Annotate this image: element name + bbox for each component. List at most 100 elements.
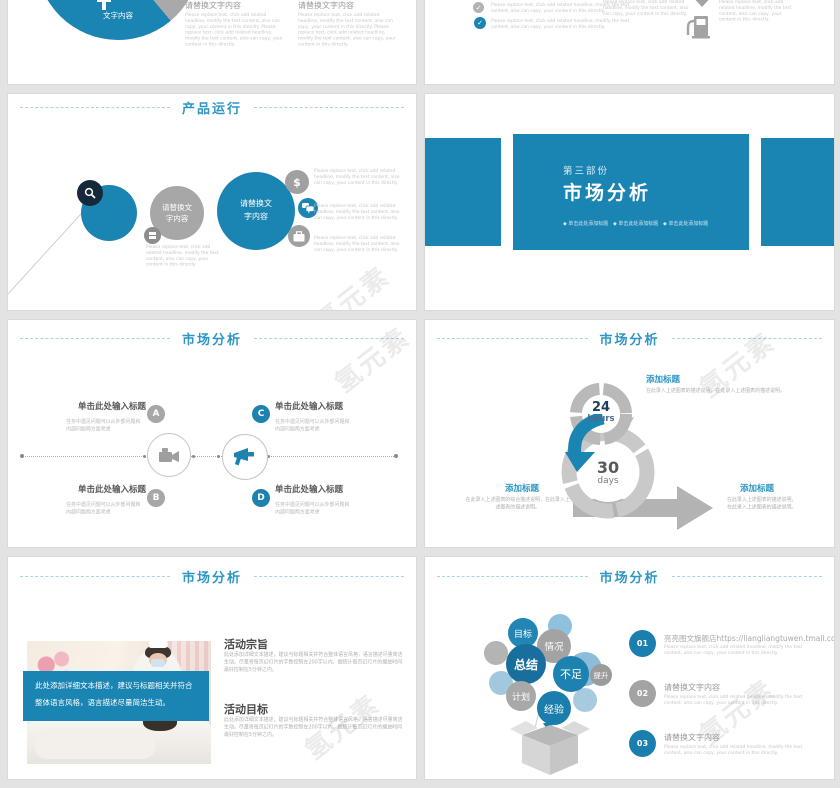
cabinet-icon	[149, 232, 156, 239]
placeholder-text: Please replace text, click add related h…	[298, 12, 396, 47]
slide-title: 市场分析	[599, 333, 660, 348]
slide-thumb-market-timeline[interactable]: 市场分析 氢元素 单击此处输入标题 A 任务中	[7, 319, 417, 548]
blue-circle-label: 请替换文字内容	[240, 199, 272, 221]
column-heading: 请替换文字内容	[298, 1, 354, 10]
open-box	[510, 721, 590, 775]
slide-thumb-section-divider[interactable]: 第三部份 市场分析 ◆ 单击此处添加标题 ◆ 单击此处添加标题 ◆ 单击此处添加…	[424, 93, 835, 311]
slide-title: 产品运行	[182, 102, 243, 117]
title-dash-right	[254, 338, 405, 339]
slide-title: 市场分析	[182, 333, 243, 348]
balloon-experience: 经验	[537, 691, 571, 725]
item-title: 单击此处输入标题	[78, 485, 147, 495]
title-dash-left	[437, 576, 588, 577]
title-dash-left	[20, 576, 170, 577]
timeline-line	[22, 456, 398, 457]
slide-thumb-row1-right[interactable]: ✓ Please replace text, click add related…	[424, 0, 835, 85]
item-body: 任务中遇见问题可以从外部问题和内部问题两方面考虑	[66, 501, 141, 515]
megaphone-icon	[234, 448, 254, 466]
slide-thumb-market-cycle[interactable]: 市场分析 氢元素 30 days 24 hours 添加标题 在此录入上述图表的…	[424, 319, 835, 548]
list-title: 请替换文字内容	[664, 683, 720, 692]
balloon-plain	[573, 688, 597, 712]
placeholder-text: Please replace text, click add related h…	[314, 168, 400, 185]
label-title: 添加标题	[740, 484, 775, 494]
placeholder-text: Please replace text, click add related h…	[664, 694, 803, 705]
slide-title-row: 产品运行	[20, 98, 405, 117]
section-body: 此处添加详细文本描述，建议与标题相关并符合整体语言风格，语言描述尽量简洁生动。尽…	[224, 716, 403, 738]
timeline-dot	[267, 455, 270, 458]
briefcase-badge	[288, 225, 310, 247]
check-icon: ✓	[474, 17, 486, 29]
timeline-dot	[20, 454, 24, 458]
balloon-label: 提升	[593, 670, 609, 680]
item-body: 任务中遇见问题可以从外部问题和内部问题两方面考虑	[275, 501, 350, 515]
column-heading: 请替换文字内容	[185, 1, 241, 10]
balloon-label: 目标	[513, 629, 532, 640]
dollar-badge: $	[285, 170, 309, 194]
banner-text: 此处添加详细文本描述，建议与标题相关并符合整体语言风格，语言描述尽量简洁生动。	[35, 681, 193, 707]
photo-banner: 此处添加详细文本描述，建议与标题相关并符合整体语言风格，语言描述尽量简洁生动。	[23, 671, 209, 721]
item-letter-badge: D	[252, 489, 270, 507]
label-body: 在此录入上述图表的描述说明，在此录入上述图表的描述说明。	[727, 496, 797, 510]
video-camera-icon	[159, 448, 179, 462]
item-letter: A	[152, 409, 160, 419]
slide-thumb-market-summary[interactable]: 市场分析 目标 情况 总结 不足 提升 计划 经验	[424, 556, 835, 780]
slide-thumb-market-activity[interactable]: 市场分析 此处添加详细文本描述，建议与标题相关并符合整体语言风格，语言描述尽量简…	[7, 556, 417, 780]
slide-title-row: 市场分析	[437, 567, 823, 586]
fuel-pump-icon	[686, 16, 710, 39]
blanket	[35, 729, 155, 759]
item-letter: B	[152, 493, 160, 503]
balloon-label: 情况	[544, 642, 564, 653]
gray-circle: 请替换文字内容	[150, 186, 204, 240]
placeholder-text: Please replace text, click add related h…	[664, 744, 803, 755]
section-bullets: ◆ 单击此处添加标题 ◆ 单击此处添加标题 ◆ 单击此处添加标题	[563, 220, 709, 227]
pie-label: 文字内容	[103, 11, 133, 20]
plus-icon	[102, 0, 106, 10]
balloon-improve: 提升	[590, 664, 612, 686]
nurse-mask	[151, 659, 165, 667]
title-dash-left	[437, 338, 588, 339]
divider-rect-right	[761, 138, 834, 246]
section-heading: 活动宗旨	[224, 638, 268, 651]
connector-line	[8, 203, 91, 295]
big-arrow	[573, 486, 713, 530]
placeholder-text: Please replace text, click add related h…	[314, 235, 400, 252]
chat-icon	[302, 203, 314, 213]
title-dash-left	[20, 338, 170, 339]
slide-title: 市场分析	[182, 571, 243, 586]
divider-rect-center	[513, 134, 749, 250]
slide-thumb-product-operation[interactable]: 产品运行 请替换文字内容 Please replace text, click …	[7, 93, 417, 311]
item-body: 任务中遇见问题可以从外部问题和内部问题两方面考虑	[66, 418, 141, 432]
section-body: 此处添加详细文本描述，建议与标题相关并符合整体语言风格，语言描述尽量简洁生动。尽…	[224, 651, 403, 673]
list-title: 亮亮图文旗舰店https://liangliangtuwen.tmall.com	[664, 634, 835, 643]
placeholder-text: Please replace text, click add related h…	[719, 0, 792, 22]
slide-thumb-row1-left[interactable]: 文字内容 请替换文字内容 Please replace text, click …	[7, 0, 417, 85]
watermark: 氢元素	[309, 260, 397, 311]
timeline-dot	[192, 455, 195, 458]
timeline-dot	[394, 454, 398, 458]
list-title: 请替换文字内容	[664, 733, 720, 742]
title-dash-right	[254, 576, 405, 577]
cabinet-badge	[144, 227, 161, 244]
balloon-shortage: 不足	[553, 656, 589, 692]
title-dash-right	[671, 576, 823, 577]
slide-title-row: 市场分析	[20, 329, 405, 348]
list-num: 03	[636, 739, 649, 748]
list-num-badge: 02	[629, 680, 656, 707]
label-title: 添加标题	[505, 484, 540, 494]
placeholder-text: Please replace text, click add related h…	[185, 12, 283, 47]
ring-24-unit: hours	[587, 414, 615, 424]
ring-30-unit: days	[597, 476, 619, 486]
divider-rect-left	[425, 138, 501, 246]
camera-node	[147, 433, 191, 477]
blue-circle-big: 请替换文字内容	[217, 172, 295, 250]
item-letter-badge: B	[147, 489, 165, 507]
balloon-label: 不足	[560, 668, 582, 681]
placeholder-text: Please replace text, click add related h…	[314, 203, 400, 220]
placeholder-text: Please replace text, click add related h…	[146, 244, 219, 267]
gray-circle-label: 请替换文字内容	[162, 202, 192, 223]
item-body: 任务中遇见问题可以从外部问题和内部问题两方面考虑	[275, 418, 350, 432]
label-body: 在此录入上述图表的综合描述说明，在此录入上述图表的描述说明。	[465, 496, 570, 510]
search-badge	[77, 180, 103, 206]
item-letter: D	[257, 493, 265, 503]
item-letter: C	[257, 409, 265, 419]
